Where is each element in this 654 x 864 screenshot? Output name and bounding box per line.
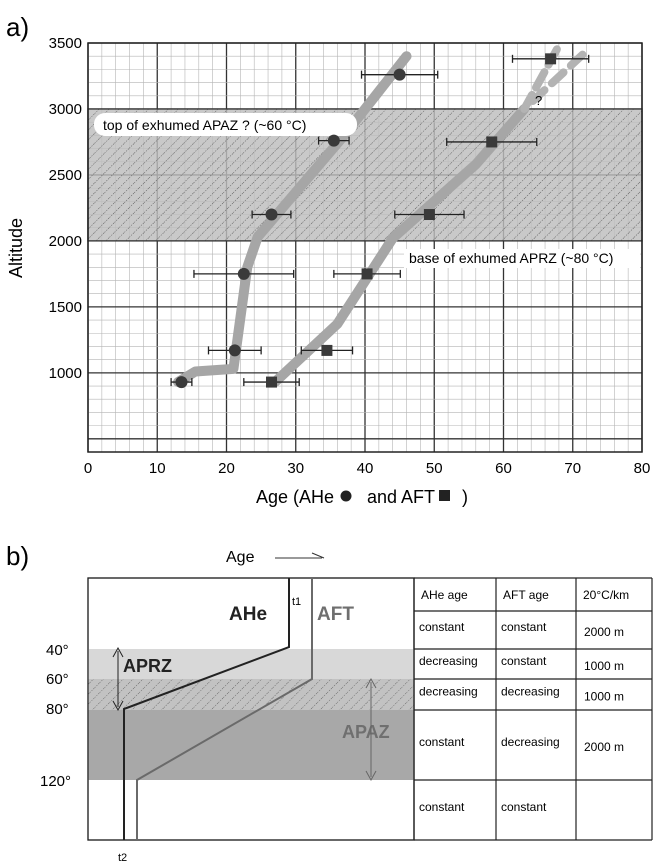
x-axis-label-suffix: ) xyxy=(462,487,468,507)
ahe-zone-label: AHe xyxy=(229,604,267,625)
data-point-0-1 xyxy=(207,344,262,357)
x-tick-label: 70 xyxy=(564,460,581,477)
square-marker xyxy=(486,136,498,148)
square-marker xyxy=(266,376,278,388)
y-tick-label: 2000 xyxy=(49,233,82,250)
circle-marker xyxy=(175,376,188,389)
top-label-bg xyxy=(94,113,357,136)
table-cell: constant xyxy=(501,654,547,668)
table-cell: constant xyxy=(501,620,547,634)
temp-120-label: 120° xyxy=(40,773,71,790)
plot-a: top of exhumed APAZ ? (~60 °C) base of e… xyxy=(49,35,651,477)
plot-frame xyxy=(87,42,643,453)
t1-label: t1 xyxy=(292,596,301,608)
base-aprz-label: base of exhumed APRZ (~80 °C) xyxy=(409,250,613,266)
t2-label: t2 xyxy=(118,852,127,864)
circle-legend-icon xyxy=(340,490,352,502)
table-cell: decreasing xyxy=(501,735,560,749)
age-table: AHe age AFT age 20°C/km constant constant 200… xyxy=(413,577,653,841)
data-point-1-3 xyxy=(394,209,465,221)
square-marker xyxy=(423,209,435,221)
table-header-cell: 20°C/km xyxy=(583,588,629,602)
top-apaz-label: top of exhumed APAZ ? (~60 °C) xyxy=(103,117,306,133)
x-tick-label: 80 xyxy=(634,460,651,477)
x-tick-label: 20 xyxy=(218,460,235,477)
y-tick-label: 3500 xyxy=(49,35,82,52)
x-tick-label: 40 xyxy=(357,460,374,477)
data-point-1-2 xyxy=(333,268,401,280)
table-cell: constant xyxy=(501,800,547,814)
x-tick-label: 50 xyxy=(426,460,443,477)
data-point-0-5 xyxy=(360,68,439,81)
aprz-label: APRZ xyxy=(123,656,172,676)
temp-60-label: 60° xyxy=(46,671,69,688)
table-cell: constant xyxy=(419,800,465,814)
data-point-1-5 xyxy=(511,53,590,65)
age-axis: Age xyxy=(226,549,325,566)
x-axis-label-prefix: Age (AHe xyxy=(256,487,334,507)
x-tick-label: 0 xyxy=(84,460,92,477)
x-tick-label: 30 xyxy=(287,460,304,477)
age-arrow-head xyxy=(311,552,325,559)
temp-80-label: 80° xyxy=(46,701,69,718)
x-tick-label: 60 xyxy=(495,460,512,477)
data-point-1-4 xyxy=(446,136,538,148)
table-cell: constant xyxy=(419,620,465,634)
data-point-0-0 xyxy=(170,376,193,389)
apaz-arrow-heads xyxy=(365,677,377,782)
apaz-label: APAZ xyxy=(342,722,390,742)
table-cell: constant xyxy=(419,735,465,749)
overlap-zone-hatch xyxy=(88,679,414,710)
table-cell: decreasing xyxy=(419,685,478,699)
data-points xyxy=(170,53,590,389)
data-point-0-4 xyxy=(317,134,350,147)
y-tick-label: 1500 xyxy=(49,299,82,316)
table-cell: 1000 m xyxy=(584,690,624,704)
table-header-cell: AFT age xyxy=(503,588,549,602)
table-cell: decreasing xyxy=(501,685,560,699)
aft-age-profile xyxy=(136,578,313,840)
circle-marker xyxy=(265,208,278,221)
panel-b-label: b) xyxy=(6,541,29,571)
panel-a-label: a) xyxy=(6,12,29,42)
square-marker xyxy=(321,344,333,356)
temp-40-label: 40° xyxy=(46,642,69,659)
aprz-upper-zone xyxy=(88,649,414,679)
data-point-0-3 xyxy=(251,208,292,221)
x-axis-label-mid: and AFT xyxy=(367,487,435,507)
square-marker xyxy=(361,268,373,280)
apaz-lower-zone xyxy=(88,710,414,780)
annotations: top of exhumed APAZ ? (~60 °C) base of e… xyxy=(94,93,640,268)
aprz-arrow-heads xyxy=(112,646,124,712)
y-tick-label: 3000 xyxy=(49,101,82,118)
y-tick-label: 2500 xyxy=(49,167,82,184)
tick-labels: 0 10 20 30 40 50 60 70 80 1000 1500 2000 2500 3000 350… xyxy=(49,35,651,477)
y-axis-label: Altitude xyxy=(6,218,26,278)
ahe-age-profile xyxy=(123,578,290,840)
circle-marker xyxy=(393,68,406,81)
table-cell: 2000 m xyxy=(584,740,624,754)
table-cell: 1000 m xyxy=(584,659,624,673)
trend-line-dashed-1 xyxy=(520,43,591,113)
base-label-bg xyxy=(404,249,640,268)
aft-zone-label: AFT xyxy=(317,604,354,625)
square-marker xyxy=(545,53,557,65)
data-point-1-0 xyxy=(243,376,300,388)
data-point-0-2 xyxy=(193,267,295,280)
table-cell: 2000 m xyxy=(584,625,624,639)
age-axis-label: Age xyxy=(226,549,255,566)
y-tick-label: 1000 xyxy=(49,365,82,382)
x-tick-label: 10 xyxy=(149,460,166,477)
data-point-1-1 xyxy=(300,344,354,356)
table-cell: decreasing xyxy=(419,654,478,668)
square-legend-icon xyxy=(439,490,450,501)
x-axis-label: Age (AHe and AFT ) xyxy=(256,487,468,507)
table-header-cell: AHe age xyxy=(421,588,468,602)
circle-marker xyxy=(228,344,241,357)
circle-marker xyxy=(237,267,250,280)
circle-marker xyxy=(327,134,340,147)
zone-diagram: AHe AFT t1 t2 APRZ APAZ 40° 60° 80° 120° xyxy=(40,577,415,864)
question-mark: ? xyxy=(535,93,542,108)
